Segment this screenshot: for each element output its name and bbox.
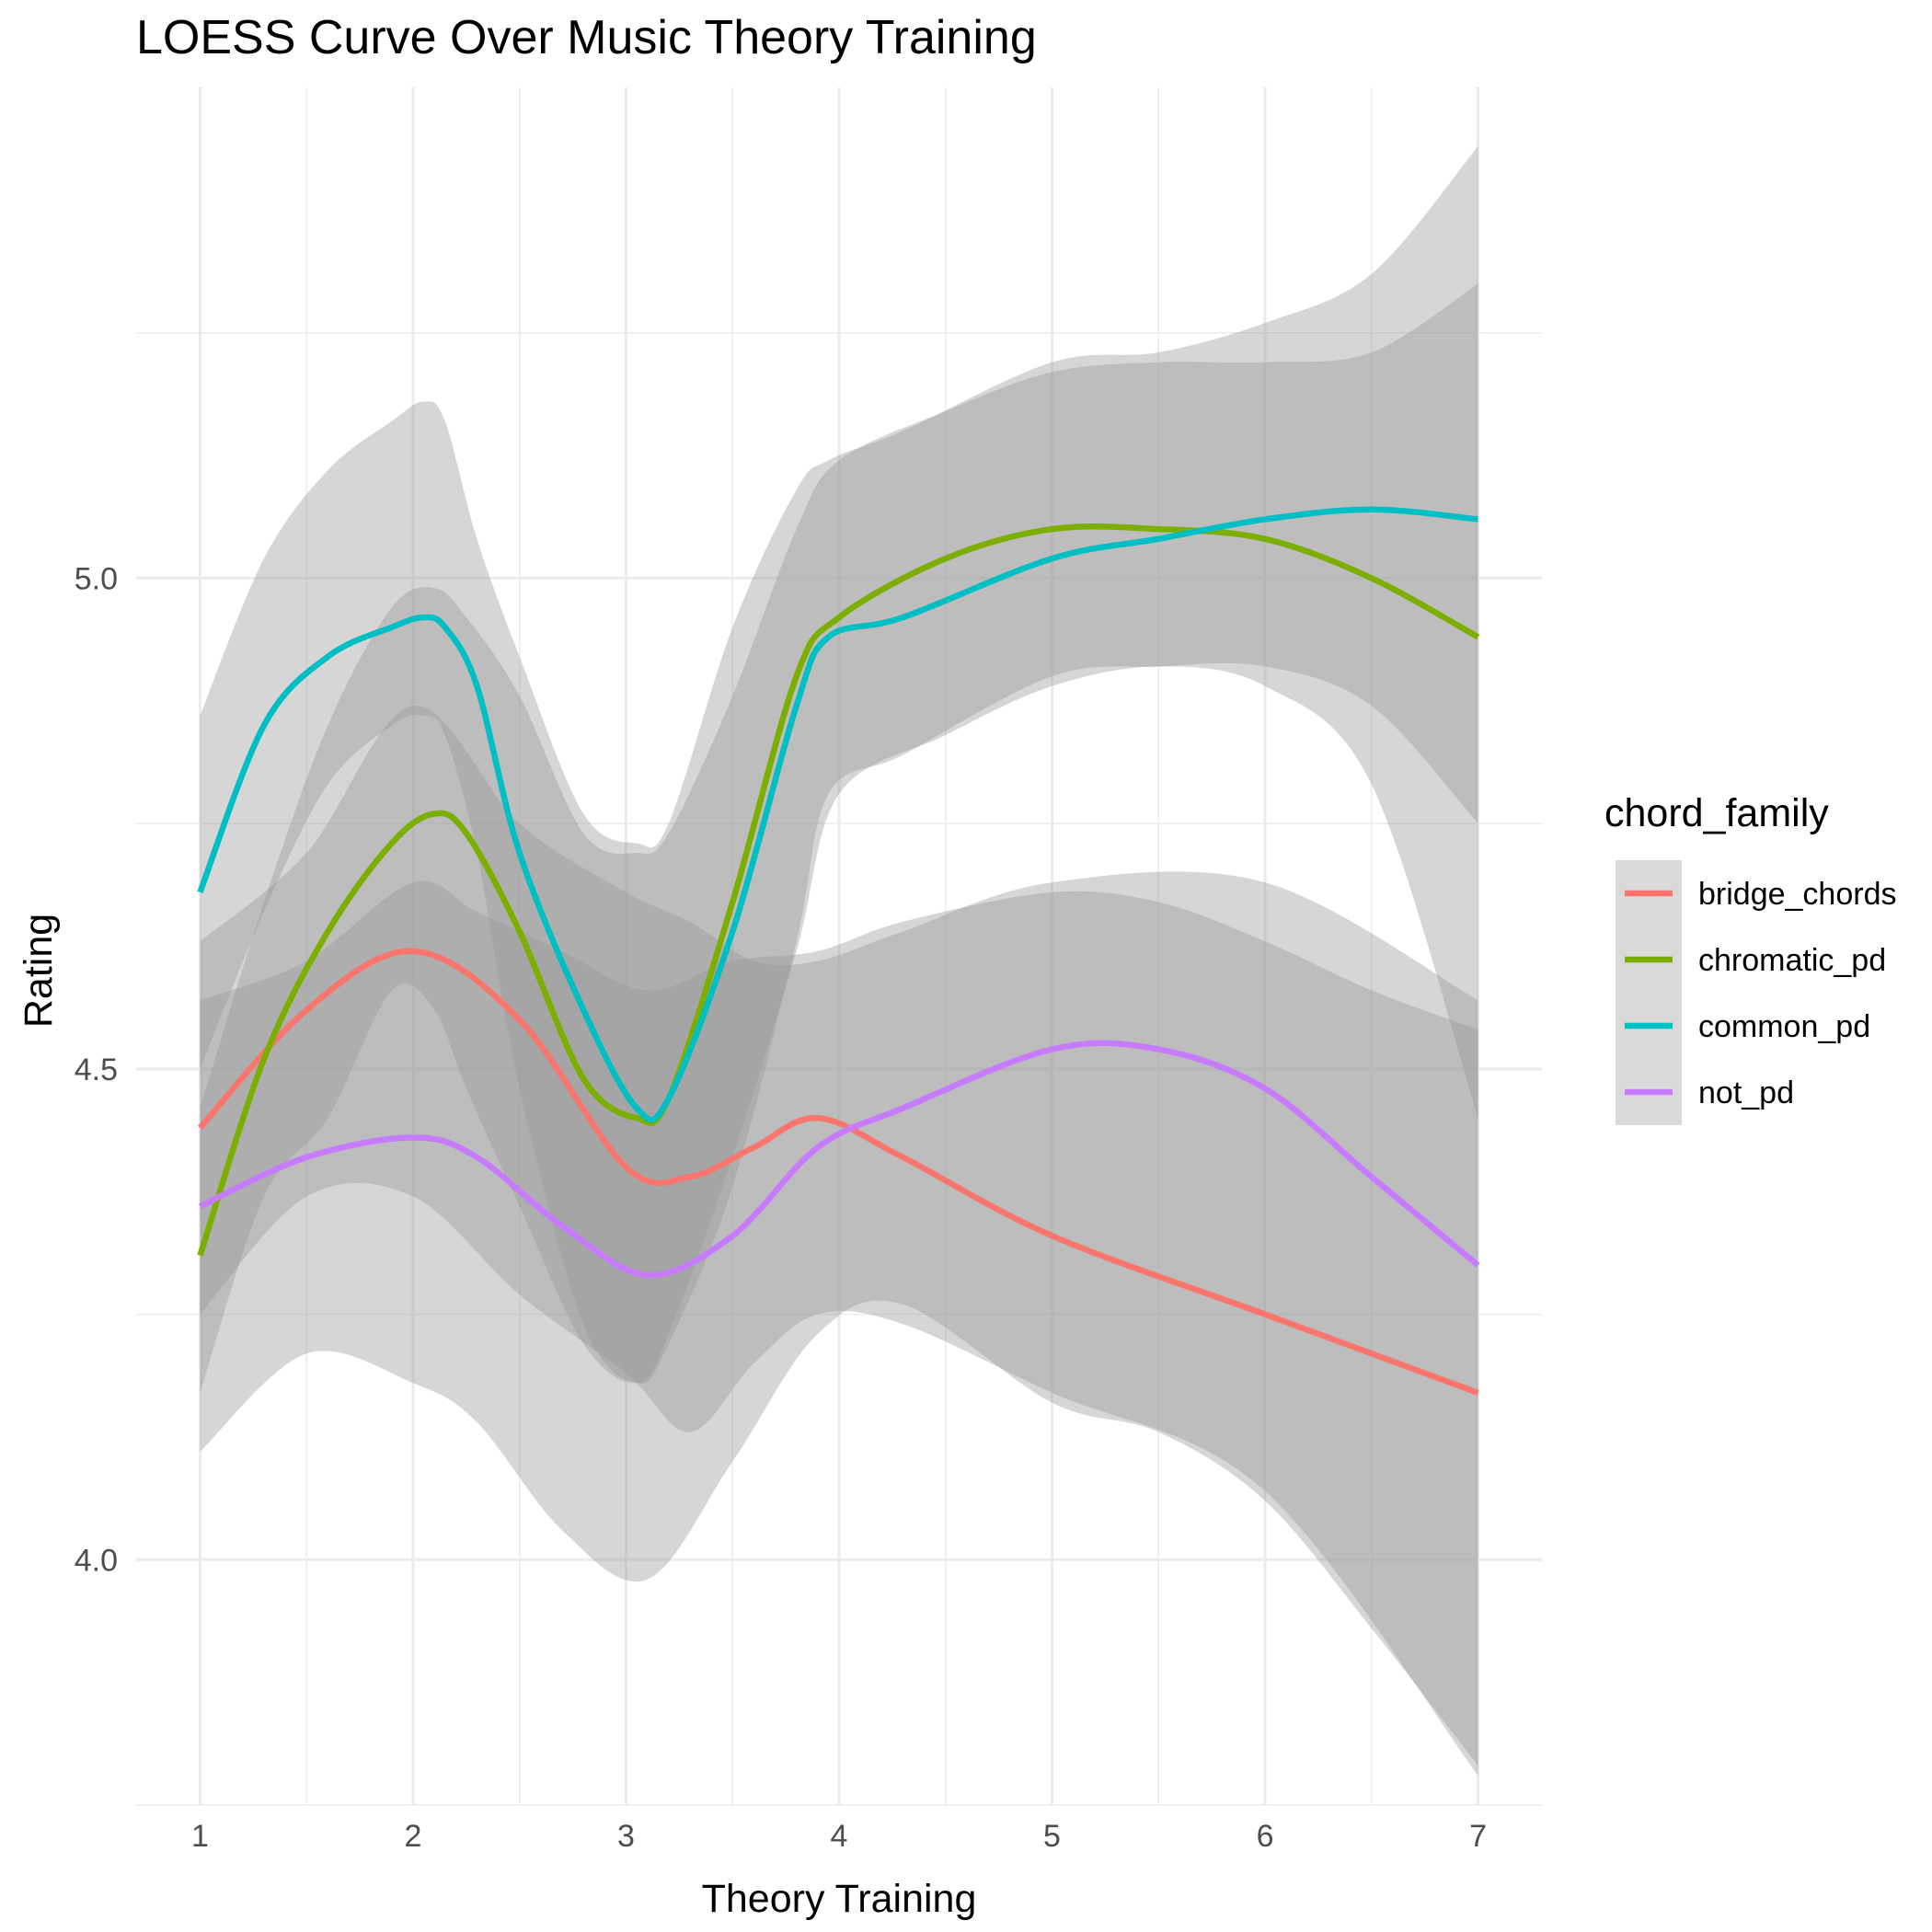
- tick-labels: 1 2 3 4 5 6 7 4.0 4.5 5.0: [75, 561, 1487, 1854]
- x-tick-label: 3: [617, 1819, 635, 1854]
- legend-items: bridge_chords chromatic_pd common_pd not_pd: [1616, 860, 1896, 1125]
- line-common_pd: [197, 506, 1478, 1123]
- x-tick-label: 1: [191, 1819, 209, 1854]
- legend: chord_family bridge_chords chromatic_pdco…: [1604, 791, 1896, 1125]
- legend-label-common_pd: common_pd: [1698, 1009, 1870, 1044]
- x-tick-label: 4: [831, 1819, 848, 1854]
- y-axis-title: Rating: [17, 914, 61, 1028]
- legend-label-chromatic_pd: chromatic_pd: [1698, 943, 1886, 978]
- legend-title: chord_family: [1604, 791, 1829, 835]
- line-bridge_chords: [198, 948, 1479, 1396]
- legend-label-bridge_chords: bridge_chords: [1698, 877, 1896, 912]
- line-not_pd: [199, 1040, 1480, 1279]
- x-tick-label: 5: [1043, 1819, 1061, 1854]
- x-axis-title: Theory Training: [702, 1877, 977, 1921]
- ci-ribbon-common_pd: [200, 146, 1478, 1384]
- y-tick-label: 5.0: [75, 561, 118, 596]
- y-tick-label: 4.5: [75, 1052, 118, 1087]
- y-tick-label: 4.0: [75, 1543, 118, 1578]
- line-chromatic_pd: [197, 523, 1480, 1257]
- ci-ribbon-not_pd: [200, 880, 1478, 1766]
- x-tick-label: 6: [1257, 1819, 1274, 1854]
- chart-title: LOESS Curve Over Music Theory Training: [136, 11, 1037, 64]
- ci-ribbon-bridge_chords: [200, 705, 1478, 1776]
- confidence-ribbons: [200, 146, 1478, 1776]
- grid: [136, 87, 1542, 1806]
- series-lines: [197, 506, 1480, 1396]
- x-tick-label: 7: [1469, 1819, 1487, 1854]
- x-tick-label: 2: [405, 1819, 422, 1854]
- ci-ribbon-chromatic_pd: [200, 283, 1478, 1393]
- legend-label-not_pd: not_pd: [1698, 1075, 1794, 1110]
